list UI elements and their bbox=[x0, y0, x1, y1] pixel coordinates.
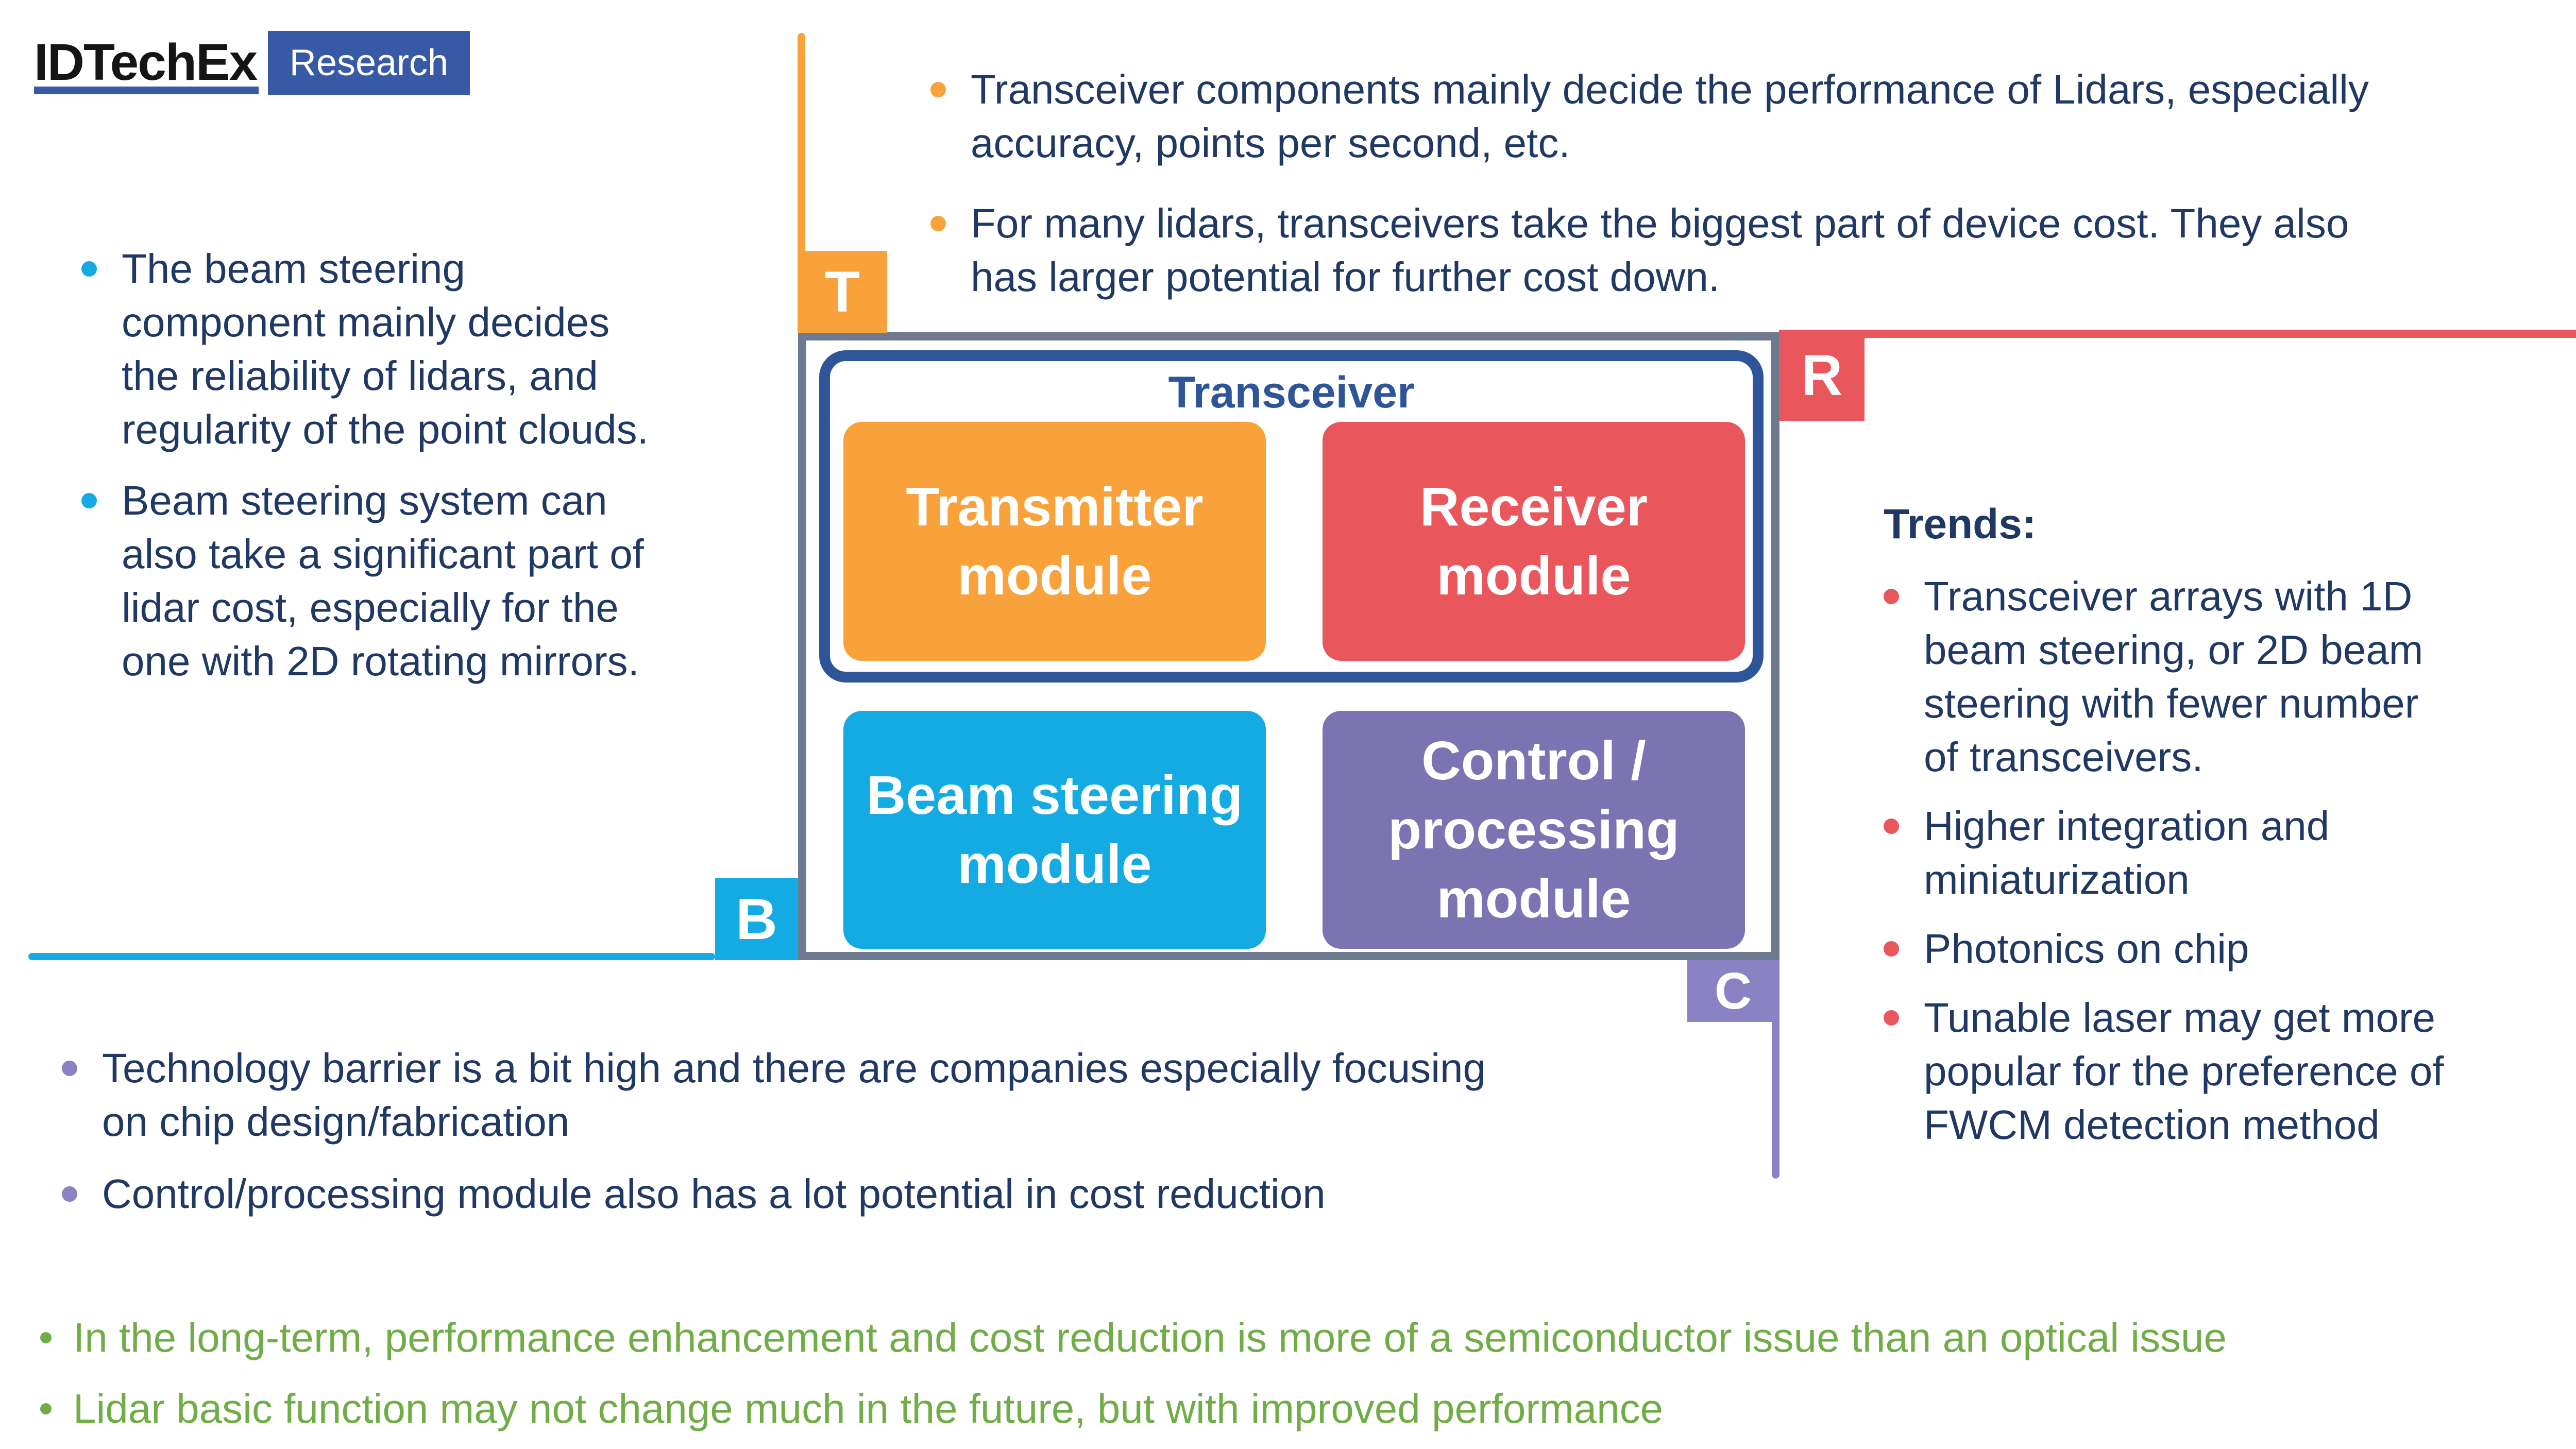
note-text: Control/processing module also has a lot… bbox=[102, 1171, 1326, 1217]
list-item: Transceiver arrays with 1D beam steering… bbox=[1884, 570, 2564, 784]
bullet-icon bbox=[81, 261, 97, 277]
beam-steering-module-box: Beam steering module bbox=[843, 711, 1266, 949]
bullet-icon bbox=[1884, 819, 1899, 834]
note-text: Photonics on chip bbox=[1924, 926, 2249, 971]
note-text: The beam steering component mainly decid… bbox=[122, 246, 649, 452]
trends-section: Trends: Transceiver arrays with 1D beam … bbox=[1884, 498, 2564, 1152]
marker-b-badge: B bbox=[715, 878, 798, 960]
beam-steering-notes-list: The beam steering component mainly decid… bbox=[81, 242, 725, 688]
list-item: Higher integration and miniaturization bbox=[1884, 799, 2564, 907]
bullet-icon bbox=[40, 1403, 52, 1414]
bullet-icon bbox=[1884, 941, 1899, 957]
beam-steering-connector-line bbox=[28, 953, 715, 960]
note-text: Transceiver arrays with 1D beam steering… bbox=[1924, 573, 2424, 780]
logo-research-badge: Research bbox=[268, 31, 470, 95]
note-text: For many lidars, transceivers take the b… bbox=[971, 200, 2349, 300]
bullet-icon bbox=[1884, 1010, 1899, 1026]
list-item: For many lidars, transceivers take the b… bbox=[930, 197, 2548, 304]
note-text: Tunable laser may get more popular for t… bbox=[1924, 995, 2444, 1148]
transceiver-notes-list: Transceiver components mainly decide the… bbox=[930, 63, 2548, 304]
bullet-icon bbox=[81, 493, 97, 508]
receiver-connector-line bbox=[1779, 330, 2576, 338]
note-text: Higher integration and miniaturization bbox=[1924, 803, 2330, 902]
list-item: Beam steering system can also take a sig… bbox=[81, 474, 725, 688]
note-text: Lidar basic function may not change much… bbox=[73, 1386, 1664, 1431]
note-text: Beam steering system can also take a sig… bbox=[122, 478, 644, 684]
logo-underline bbox=[34, 87, 259, 94]
receiver-module-box: Receiver module bbox=[1323, 422, 1745, 661]
control-processing-module-box: Control / processing module bbox=[1323, 711, 1745, 949]
marker-t-badge: T bbox=[798, 251, 887, 333]
note-text: Transceiver components mainly decide the… bbox=[971, 66, 2369, 166]
logo-brand-text: IDTechEx bbox=[34, 33, 258, 91]
transmitter-connector-line bbox=[798, 33, 805, 254]
list-item: In the long-term, performance enhancemen… bbox=[40, 1311, 2554, 1365]
note-text: In the long-term, performance enhancemen… bbox=[73, 1315, 2227, 1360]
bullet-icon bbox=[1884, 589, 1899, 604]
bullet-icon bbox=[62, 1061, 77, 1076]
list-item: Transceiver components mainly decide the… bbox=[930, 63, 2548, 170]
note-text: Technology barrier is a bit high and the… bbox=[102, 1045, 1486, 1145]
takeaways-list: In the long-term, performance enhancemen… bbox=[40, 1311, 2554, 1436]
bullet-icon bbox=[930, 82, 946, 97]
list-item: Technology barrier is a bit high and the… bbox=[62, 1042, 1731, 1149]
transmitter-module-box: Transmitter module bbox=[843, 422, 1266, 661]
bullet-icon bbox=[40, 1332, 52, 1343]
list-item: Control/processing module also has a lot… bbox=[62, 1167, 1731, 1221]
bullet-icon bbox=[930, 216, 946, 231]
control-notes-list: Technology barrier is a bit high and the… bbox=[62, 1042, 1731, 1221]
transceiver-group-box: Transceiver bbox=[819, 350, 1764, 683]
logo-research-text: Research bbox=[289, 42, 449, 83]
bullet-icon bbox=[62, 1186, 77, 1202]
list-item: The beam steering component mainly decid… bbox=[81, 242, 725, 456]
list-item: Tunable laser may get more popular for t… bbox=[1884, 991, 2564, 1152]
list-item: Lidar basic function may not change much… bbox=[40, 1382, 2554, 1436]
trends-heading: Trends: bbox=[1884, 501, 2037, 548]
marker-c-badge: C bbox=[1687, 960, 1779, 1022]
marker-r-badge: R bbox=[1779, 330, 1865, 421]
list-item: Photonics on chip bbox=[1884, 922, 2564, 976]
transceiver-group-label: Transceiver bbox=[1168, 368, 1415, 417]
